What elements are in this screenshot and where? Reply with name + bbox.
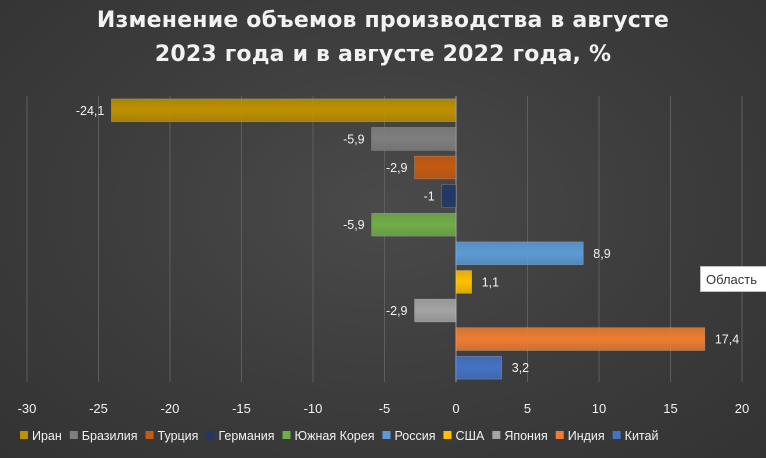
chart-title-line-1: Изменение объемов производства в августе [96, 8, 670, 33]
bar-3 [414, 155, 457, 180]
bar-10 [455, 355, 503, 380]
legend-label: США [455, 429, 484, 443]
legend-swatch [206, 431, 215, 439]
bar-9 [455, 327, 706, 351]
bar-8 [414, 298, 457, 323]
legend-swatch [145, 431, 154, 439]
legend-label: Турция [158, 429, 199, 443]
x-tick-label: 0 [452, 401, 459, 416]
bar-5 [371, 212, 457, 237]
data-label: -5,9 [343, 132, 365, 146]
bar-7 [455, 270, 473, 294]
x-tick-label: 5 [524, 401, 531, 416]
data-label: -2,9 [386, 161, 408, 175]
legend-swatch [443, 431, 452, 439]
bar-4 [441, 184, 457, 208]
x-tick-label: 20 [735, 401, 749, 416]
legend-swatch [20, 431, 28, 439]
data-label: -24,1 [76, 104, 105, 118]
tooltip: Область [700, 266, 766, 292]
legend-label: Китай [625, 429, 659, 443]
legend-swatch [612, 431, 621, 439]
data-label: -2,9 [386, 304, 408, 318]
legend-label: Бразилия [82, 429, 138, 443]
bar-1 [111, 98, 457, 123]
legend-swatch [492, 431, 501, 439]
legend-swatch [555, 431, 564, 439]
legend-label: Иран [32, 429, 62, 443]
data-label: 17,4 [715, 333, 739, 347]
legend-label: Германия [218, 429, 274, 443]
data-label: 1,1 [482, 275, 499, 289]
x-tick-label: -15 [232, 401, 251, 416]
legend-swatch [69, 431, 78, 439]
x-tick-label: -20 [161, 401, 180, 416]
x-tick-label: -10 [304, 401, 323, 416]
legend-swatch [382, 431, 391, 439]
data-label: -1 [424, 190, 435, 204]
legend-swatch [282, 431, 291, 439]
data-label: -5,9 [343, 218, 365, 232]
data-label: 8,9 [593, 247, 610, 261]
legend-label: Россия [394, 429, 435, 443]
legend-label: Япония [504, 429, 547, 443]
legend-label: Индия [568, 429, 605, 443]
x-tick-label: -30 [18, 401, 37, 416]
legend-label: Южная Корея [294, 429, 374, 443]
chart-title-line-2: 2023 года и в августе 2022 года, % [154, 42, 612, 67]
x-tick-label: 10 [592, 401, 606, 416]
data-label: 3,2 [512, 361, 529, 375]
bar-2 [371, 127, 457, 151]
x-tick-label: -25 [89, 401, 108, 416]
x-tick-label: -5 [379, 401, 391, 416]
bar-6 [455, 241, 584, 266]
x-tick-label: 15 [663, 401, 677, 416]
